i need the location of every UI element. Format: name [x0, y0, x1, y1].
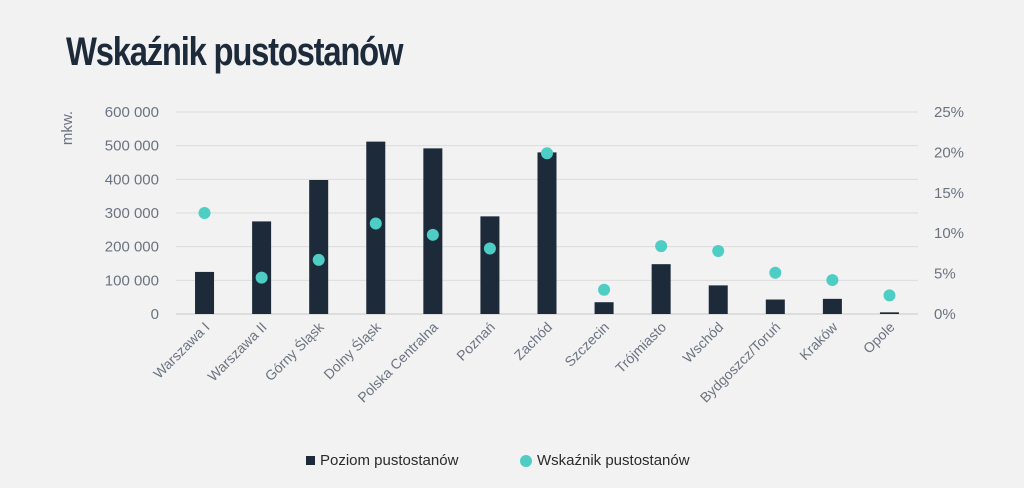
data-point	[369, 217, 382, 230]
left-axis-tick-label: 500 000	[105, 138, 159, 155]
left-axis-tick-label: 0	[151, 306, 159, 323]
left-axis-tick-label: 200 000	[105, 239, 159, 256]
data-point	[198, 207, 211, 219]
category-label: Zachód	[511, 319, 555, 363]
legend-label-bars: Poziom pustostanów	[320, 452, 459, 469]
legend-label-dots: Wskaźnik pustostanów	[537, 452, 690, 469]
category-label: Wschód	[679, 319, 726, 366]
data-point	[426, 228, 439, 241]
category-label: Opole	[860, 319, 898, 357]
bar	[879, 312, 899, 314]
bar	[822, 298, 842, 314]
bar	[708, 285, 728, 314]
y-axis-label: mkw.	[59, 111, 76, 145]
data-point	[655, 240, 668, 253]
category-label: Warszawa I	[150, 319, 213, 382]
left-axis-tick-label: 600 000	[105, 104, 159, 121]
category-label: Kraków	[796, 318, 841, 363]
data-point	[826, 274, 839, 287]
data-point	[769, 266, 782, 279]
category-label: Trójmiasto	[612, 319, 669, 376]
data-point	[312, 253, 325, 266]
left-axis-tick-label: 100 000	[105, 272, 159, 289]
data-point	[483, 242, 496, 255]
bar	[594, 302, 614, 314]
right-axis-tick-label: 0%	[934, 306, 956, 323]
bar	[765, 299, 785, 314]
bar	[309, 180, 329, 314]
category-label: Górny Śląsk	[261, 317, 328, 384]
data-point	[598, 283, 611, 296]
data-point	[883, 289, 896, 302]
category-label: Szczecin	[561, 319, 612, 370]
right-axis-tick-label: 25%	[934, 104, 964, 121]
data-point	[541, 147, 553, 160]
data-point	[255, 271, 268, 284]
legend-swatch-bars	[306, 456, 315, 465]
category-label: Warszawa II	[204, 319, 269, 384]
right-axis-tick-label: 5%	[934, 266, 956, 283]
right-axis-tick-label: 15%	[934, 185, 964, 202]
bar	[537, 152, 557, 314]
bar	[252, 221, 272, 314]
category-label: Poznań	[453, 319, 498, 364]
bar	[651, 264, 671, 314]
legend-swatch-dots	[520, 455, 532, 467]
right-axis-tick-label: 20%	[934, 144, 964, 161]
chart-title: Wskaźnik pustostanów	[66, 30, 403, 74]
bar	[480, 216, 500, 314]
data-point	[712, 244, 725, 257]
left-axis-tick-label: 400 000	[105, 171, 159, 188]
right-axis-tick-label: 10%	[934, 225, 964, 242]
left-axis-tick-label: 300 000	[105, 205, 159, 222]
bar	[195, 271, 215, 314]
